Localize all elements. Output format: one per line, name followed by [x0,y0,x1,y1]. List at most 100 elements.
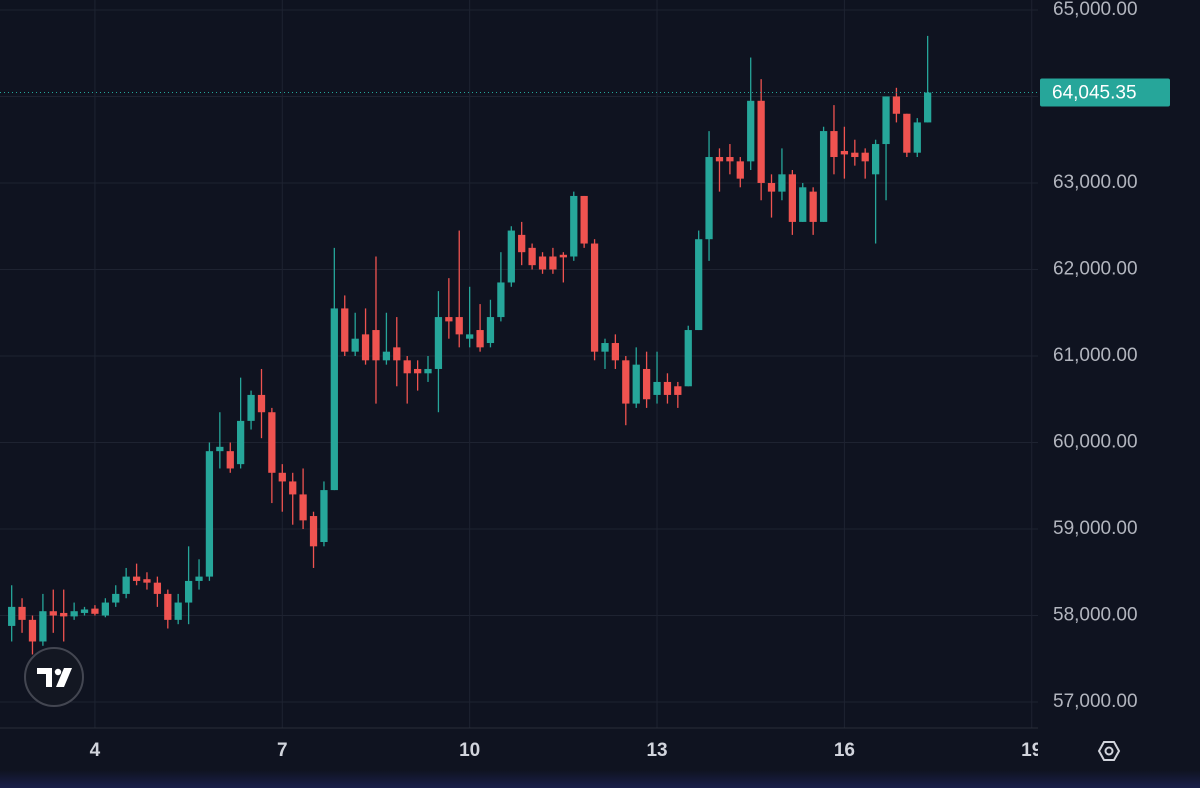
candle-body [8,606,16,626]
candle-body [622,360,630,404]
candle-body [684,330,692,387]
candle-body [601,343,609,352]
candle-body [268,412,276,473]
candle-body [642,368,651,400]
candle-body [49,611,57,616]
candle-body [70,611,78,617]
candle-body [216,446,224,452]
candle-body [851,152,859,158]
candle-body [663,381,672,395]
candle-body [871,144,880,175]
candle-body [18,606,26,620]
candle-body [91,608,99,614]
candle-body [174,602,182,620]
candle-body [653,381,661,395]
candle-body [226,451,234,469]
candle-body [559,254,567,258]
candle-body [299,494,307,521]
candle-body [445,317,453,322]
candle-body [28,619,37,642]
candle-body [164,593,172,620]
candle-body [278,472,286,482]
candle-body [132,576,141,581]
candle-body [788,174,796,222]
candle-body [913,122,921,153]
y-tick-label: 65,000.00 [1053,0,1138,20]
candle-body [778,174,786,192]
candle-body [403,360,411,374]
x-tick-label: 19 [1021,740,1042,761]
candle-body [809,191,817,222]
candle-body [393,347,401,361]
candle-body [143,579,151,583]
candle-body [830,131,838,158]
candle-body [101,602,109,616]
x-tick-label: 16 [834,740,855,761]
x-tick-label: 13 [646,740,667,761]
candle-body [882,96,890,145]
settings-button[interactable] [1097,741,1121,761]
candle-body [247,394,255,421]
x-axis: 4 7 10 13 16 19 [90,740,1042,761]
candle-body [351,338,359,352]
candle-body [570,195,578,257]
candle-body [674,386,682,395]
y-tick-label: 59,000.00 [1053,518,1138,539]
y-tick-label: 63,000.00 [1053,172,1138,193]
candle-body [184,580,193,603]
candle-body [892,96,901,114]
candle-body [736,161,744,179]
y-tick-label: 62,000.00 [1053,259,1138,280]
candle-body [341,308,349,352]
candle-body [528,247,536,266]
candle-body [715,157,724,162]
tradingview-logo [24,647,84,707]
candle-body [309,516,318,547]
candle-body [476,330,484,348]
candle-body [486,317,495,344]
candle-body [705,157,713,240]
candle-body [632,364,640,404]
candle-body [507,230,515,283]
candle-body [466,334,474,339]
x-tick-label: 10 [459,740,480,761]
candle-body [289,481,297,495]
candle-body [330,308,338,491]
candle-body [39,611,47,642]
candle-body [903,113,911,153]
candle-body [861,152,869,162]
candle-body [153,582,162,594]
candle-body [455,317,463,335]
candle-body [237,420,245,465]
y-tick-label: 61,000.00 [1053,345,1138,366]
candle-body [361,334,370,361]
candle-body [611,343,619,361]
bottom-glow [0,770,1200,788]
candle-body [112,593,120,603]
candle-body [320,490,328,542]
candle-body [382,351,391,361]
y-tick-label: 58,000.00 [1053,605,1138,626]
candle-body [518,234,526,253]
candle-body [767,182,776,192]
last-price-badge [1040,78,1170,107]
candles [0,35,1038,655]
y-tick-label: 60,000.00 [1053,432,1138,453]
candle-body [757,100,765,183]
candle-body [434,317,443,369]
candle-body [840,150,849,155]
candle-body [205,451,214,577]
last-price-label: 64,045.35 [1052,83,1137,104]
candle-body [549,256,557,270]
candle-body [590,243,599,352]
candle-body [80,609,89,613]
x-tick-label: 4 [90,740,101,761]
candle-body [372,330,380,361]
candle-body [257,394,266,413]
candle-body [695,239,703,331]
candle-body [799,187,807,222]
candle-body [538,256,547,270]
candle-body [726,157,734,162]
